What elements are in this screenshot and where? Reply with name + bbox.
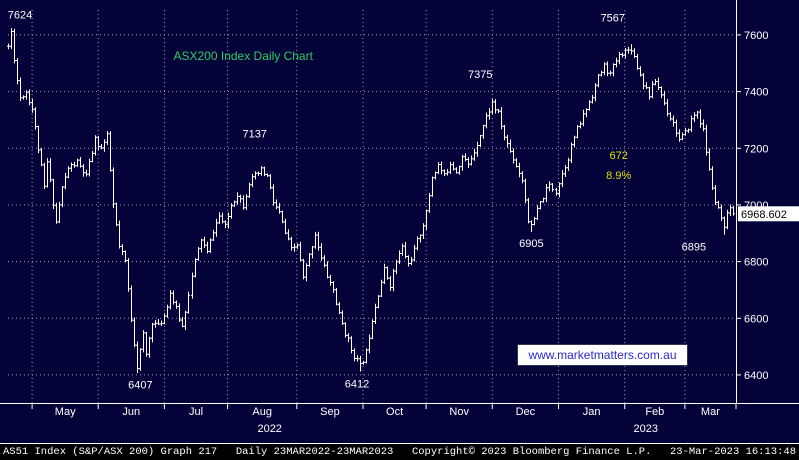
- low-label-oct: 6412: [345, 379, 369, 391]
- x-month-label: Oct: [386, 406, 403, 418]
- watermark-link[interactable]: www.marketmatters.com.au: [517, 344, 688, 366]
- footer-instrument: AS51 Index (S&P/ASX 200) Graph 217: [3, 446, 218, 458]
- rally-points: 672: [610, 150, 628, 162]
- peak-label-dec: 7375: [468, 69, 492, 81]
- x-year-label: 2023: [634, 423, 658, 435]
- footer-timestamp: 23-Mar-2023 16:13:48: [669, 446, 796, 458]
- price-bars: [7, 28, 735, 373]
- y-tick-label: 7400: [744, 87, 768, 99]
- x-month-label: Sep: [320, 406, 340, 418]
- x-month-label: May: [55, 406, 76, 418]
- low-label-mar: 6895: [682, 241, 706, 253]
- status-bar: AS51 Index (S&P/ASX 200) Graph 217 Daily…: [0, 443, 799, 460]
- y-tick-label: 6600: [744, 313, 768, 325]
- axes: [0, 0, 799, 409]
- x-month-label: Dec: [516, 406, 536, 418]
- x-month-label: Jan: [583, 406, 601, 418]
- y-tick-label: 6800: [744, 257, 768, 269]
- peak-label-feb: 7567: [600, 12, 624, 24]
- chart-title: ASX200 Index Daily Chart: [174, 49, 314, 63]
- gridlines: [8, 10, 736, 403]
- x-month-label: Jul: [189, 406, 203, 418]
- low-label-jun: 6407: [128, 380, 152, 392]
- x-month-label: Nov: [449, 406, 469, 418]
- x-month-label: Mar: [701, 406, 720, 418]
- last-price-box: [738, 206, 799, 222]
- rally-percent: 8.9%: [606, 170, 631, 182]
- x-year-label: 2022: [257, 423, 281, 435]
- x-month-label: Aug: [252, 406, 272, 418]
- y-tick-label: 7600: [744, 30, 768, 42]
- peak-label-apr: 7624: [8, 10, 32, 22]
- low-label-dec: 6905: [519, 238, 543, 250]
- footer-copyright: Copyright© 2023 Bloomberg Finance L.P.: [411, 446, 652, 458]
- x-month-label: Jun: [122, 406, 140, 418]
- x-month-label: Feb: [645, 406, 664, 418]
- last-price-value: 6968.602: [741, 209, 787, 221]
- peak-label-aug: 7137: [242, 129, 266, 141]
- footer-range: Daily 23MAR2022-23MAR2023: [235, 446, 394, 458]
- watermark-text: www.marketmatters.com.au: [528, 348, 677, 362]
- y-tick-label: 7200: [744, 143, 768, 155]
- y-tick-label: 6400: [744, 370, 768, 382]
